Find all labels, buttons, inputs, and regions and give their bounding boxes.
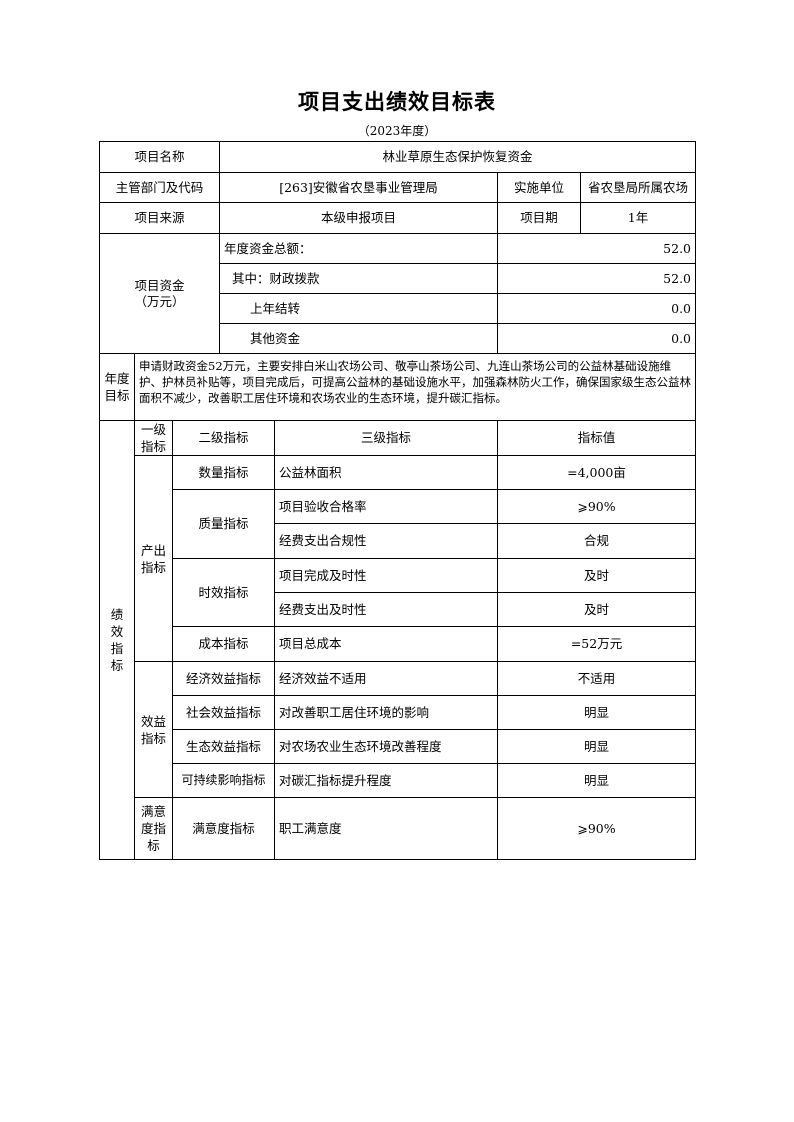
project-name-label: 项目名称 <box>99 141 220 173</box>
level2-economic: 经济效益指标 <box>172 661 275 696</box>
indicator-value: 合规 <box>496 523 697 559</box>
indicator-value: 明显 <box>496 763 697 798</box>
indicator-value: =52万元 <box>496 626 697 662</box>
indicator-value: =4,000亩 <box>496 455 697 490</box>
indicator-value: ⩾90% <box>496 797 697 860</box>
indicator-value: ⩾90% <box>496 489 697 524</box>
dept: [263]安徽省农垦事业管理局 <box>219 172 498 203</box>
header-level3: 三级指标 <box>274 420 498 456</box>
fund-row-value: 52.0 <box>496 233 697 264</box>
level1-satisfaction: 满意度指标 <box>134 797 173 860</box>
indicator-name: 经费支出合规性 <box>274 523 498 559</box>
indicators-section-label: 绩效指标 <box>99 420 135 860</box>
fund-row-label: 年度资金总额： <box>219 233 498 264</box>
indicator-name: 对碳汇指标提升程度 <box>274 763 498 798</box>
level2-ecological: 生态效益指标 <box>172 729 275 764</box>
indicator-name: 公益林面积 <box>274 455 498 490</box>
project-name: 林业草原生态保护恢复资金 <box>218 141 697 173</box>
fund-row-value: 0.0 <box>496 323 697 354</box>
level2-sustainable: 可持续影响指标 <box>172 763 275 798</box>
indicator-name: 经费支出及时性 <box>274 592 498 627</box>
fund-row-value: 0.0 <box>496 293 697 324</box>
fund-row-label: 上年结转 <box>219 293 498 324</box>
level2-timeliness: 时效指标 <box>172 558 275 627</box>
indicator-value: 及时 <box>496 558 697 593</box>
source: 本级申报项目 <box>219 202 498 234</box>
source-label: 项目来源 <box>99 202 220 234</box>
indicator-name: 经济效益不适用 <box>274 661 498 696</box>
indicator-value: 明显 <box>496 729 697 764</box>
header-value: 指标值 <box>496 420 697 456</box>
indicator-value: 及时 <box>496 592 697 627</box>
level2-quality: 质量指标 <box>172 489 275 559</box>
indicator-name: 对改善职工居住环境的影响 <box>274 695 498 730</box>
dept-label: 主管部门及代码 <box>99 172 220 203</box>
indicator-name: 对农场农业生态环境改善程度 <box>274 729 498 764</box>
goal-text: 申请财政资金52万元，主要安排白米山农场公司、敬亭山茶场公司、九连山茶场公司的公… <box>133 353 697 421</box>
impl: 省农垦局所属农场 <box>579 172 697 203</box>
header-level2: 二级指标 <box>172 420 275 456</box>
funds-label: 项目资金 （万元） <box>99 233 220 354</box>
level2-satisfaction: 满意度指标 <box>172 797 275 860</box>
fund-row-label: 其中：财政拨款 <box>219 263 498 294</box>
subtitle-year: （2023年度） <box>357 124 437 138</box>
goal-label: 年度目标 <box>99 353 135 421</box>
indicator-value: 明显 <box>496 695 697 730</box>
impl-label: 实施单位 <box>497 172 581 203</box>
performance-table: 项目名称 林业草原生态保护恢复资金 主管部门及代码 [263]安徽省农垦事业管理… <box>99 141 697 860</box>
level2-cost: 成本指标 <box>172 626 275 662</box>
indicator-value: 不适用 <box>496 661 697 696</box>
header-level1: 一级指标 <box>134 420 173 456</box>
fund-row-label: 其他资金 <box>219 323 498 354</box>
period-label: 项目期 <box>497 202 581 234</box>
indicator-name: 项目验收合格率 <box>274 489 498 524</box>
funds-label-line2: （万元） <box>134 293 185 309</box>
fund-row-value: 52.0 <box>496 263 697 294</box>
period: 1年 <box>579 202 697 234</box>
indicator-name: 项目总成本 <box>274 626 498 662</box>
page-title: 项目支出绩效目标表 <box>298 90 496 114</box>
level2-social: 社会效益指标 <box>172 695 275 730</box>
indicator-name: 职工满意度 <box>274 797 498 860</box>
level2-quantity: 数量指标 <box>172 455 275 490</box>
indicator-name: 项目完成及时性 <box>274 558 498 593</box>
level1-output: 产出指标 <box>134 455 173 662</box>
funds-label-line1: 项目资金 <box>134 277 185 293</box>
level1-benefit: 效益指标 <box>134 661 173 798</box>
